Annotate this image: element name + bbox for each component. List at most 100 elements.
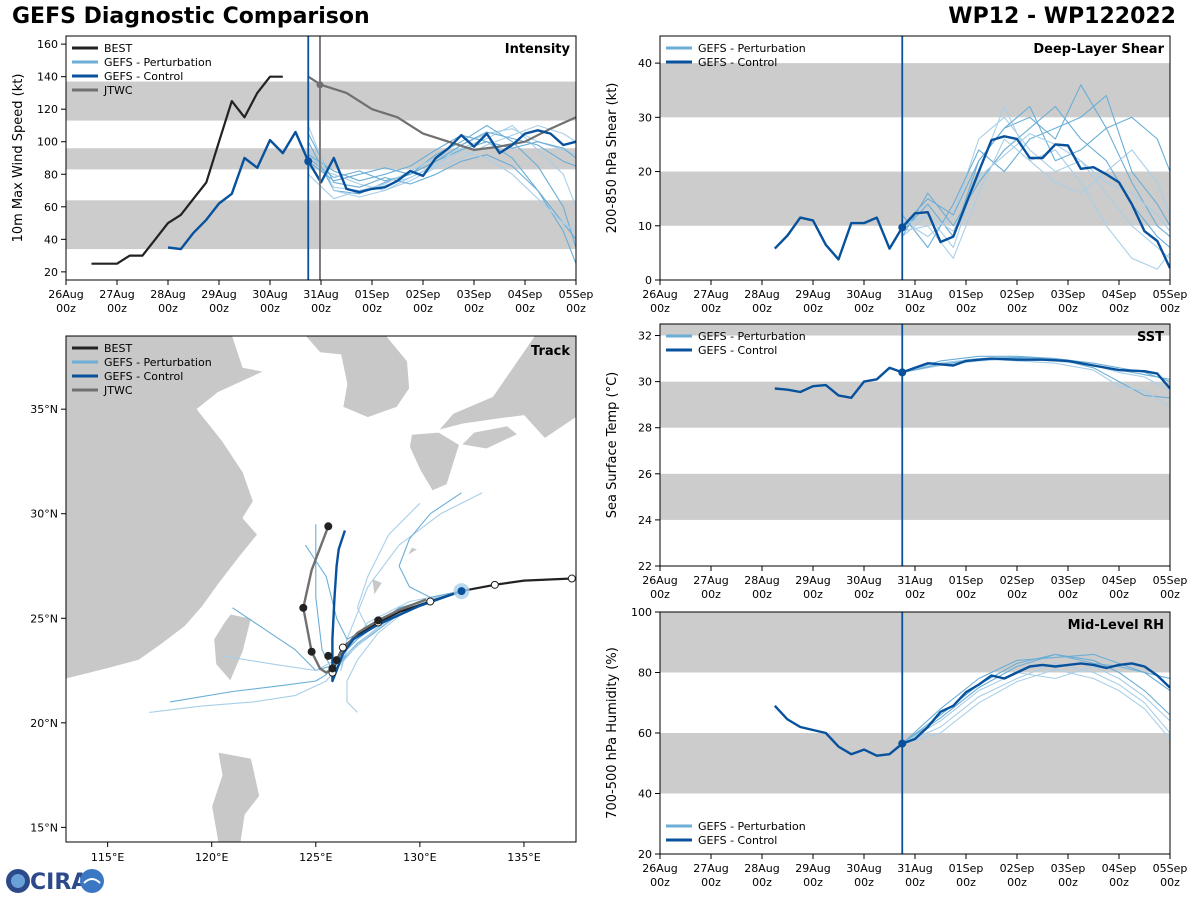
cira-logo: CIRA — [6, 869, 104, 895]
sst-perturbation-line-3 — [902, 358, 1170, 408]
rh-title: Mid-Level RH — [1068, 618, 1164, 633]
sst-x-tick-label: 28Aug — [744, 574, 779, 587]
intensity-x-tick-label: 00z — [209, 302, 229, 315]
track-perturbation-1 — [340, 492, 483, 672]
intensity-x-tick-label: 04Sep — [508, 288, 543, 301]
rh-x-tick-label: 00z — [752, 876, 772, 889]
track-legend-label: JTWC — [103, 384, 133, 397]
shear-perturbation-line-2 — [901, 105, 1170, 248]
track-jtwc-point — [328, 664, 337, 673]
land-mass-8 — [371, 577, 384, 597]
track-perturbation-6 — [398, 492, 462, 598]
sst-y-tick-label: 26 — [638, 468, 652, 481]
sst-y-tick-label: 32 — [638, 330, 652, 343]
sst-x-tick-label: 01Sep — [949, 574, 984, 587]
sst-y-tick-label: 30 — [638, 376, 652, 389]
shear-x-tick-label: 01Sep — [949, 288, 984, 301]
shear-perturbation-line-3 — [902, 105, 1170, 249]
track-jtwc-point — [324, 651, 333, 660]
intensity-y-tick-label: 140 — [37, 71, 58, 84]
shear-perturbation-line-6 — [901, 105, 1170, 227]
intensity-y-axis-label: 10m Max Wind Speed (kt) — [11, 74, 26, 243]
shear-x-tick-label: 28Aug — [744, 288, 779, 301]
intensity-x-tick-label: 28Aug — [150, 288, 185, 301]
rh-x-tick-label: 00z — [854, 876, 874, 889]
sst-y-tick-label: 28 — [638, 422, 652, 435]
intensity-x-tick-label: 29Aug — [201, 288, 236, 301]
shear-x-tick-label: 02Sep — [1000, 288, 1035, 301]
track-jtwc-point — [307, 647, 316, 656]
rh-x-tick-label: 04Sep — [1102, 862, 1137, 875]
land-mass-3 — [409, 431, 460, 492]
intensity-plot-area — [66, 36, 576, 280]
track-perturbation-8 — [304, 544, 462, 640]
intensity-x-tick-label: 00z — [362, 302, 382, 315]
intensity-perturbation-line-8 — [307, 131, 576, 182]
rh-x-tick-label: 02Sep — [1000, 862, 1035, 875]
rh-x-tick-label: 00z — [1007, 876, 1027, 889]
sst-x-tick-label: 00z — [905, 588, 925, 601]
shear-x-tick-label: 00z — [1160, 302, 1180, 315]
track-y-tick-label: 15°N — [30, 821, 58, 834]
intensity-y-tick-label: 20 — [44, 266, 58, 279]
sst-frame — [659, 323, 1171, 567]
rh-y-tick-label: 20 — [638, 848, 652, 861]
intensity-best-line — [91, 75, 283, 265]
sst-band-2 — [660, 324, 1170, 336]
shear-x-tick-label: 00z — [752, 302, 772, 315]
sst-x-tick-label: 00z — [1007, 588, 1027, 601]
cira-logo-inner-icon — [11, 874, 25, 888]
sst-legend-label: GEFS - Control — [698, 344, 777, 357]
intensity-y-tick-label: 80 — [44, 168, 58, 181]
sst-x-tick-label: 00z — [752, 588, 772, 601]
shear-y-axis-label: 200-850 hPa Shear (kt) — [605, 83, 620, 234]
rh-band-1 — [660, 612, 1170, 673]
intensity-legend-label: GEFS - Perturbation — [104, 56, 212, 69]
sst-title: SST — [1137, 330, 1164, 345]
track-x-tick-label: 120°E — [195, 851, 228, 864]
sst-x-tick-label: 26Aug — [642, 574, 677, 587]
shear-y-tick-label: 30 — [638, 111, 652, 124]
sst-x-tick-label: 00z — [1160, 588, 1180, 601]
rh-band-0 — [660, 733, 1170, 794]
figure-title: GEFS Diagnostic Comparison — [12, 4, 370, 29]
rh-x-tick-label: 00z — [1109, 876, 1129, 889]
shear-x-tick-label: 26Aug — [642, 288, 677, 301]
sst-x-tick-label: 29Aug — [795, 574, 830, 587]
track-legend-label: BEST — [104, 342, 132, 355]
intensity-x-tick-label: 00z — [464, 302, 484, 315]
track-x-tick-label: 115°E — [91, 851, 124, 864]
shear-y-tick-label: 10 — [638, 220, 652, 233]
rh-panel: 26Aug00z27Aug00z28Aug00z29Aug00z30Aug00z… — [605, 606, 1187, 889]
track-y-tick-label: 25°N — [30, 612, 58, 625]
track-best-point — [490, 580, 499, 589]
intensity-panel: 26Aug00z27Aug00z28Aug00z29Aug00z30Aug00z… — [11, 35, 593, 315]
intensity-x-tick-label: 26Aug — [48, 288, 83, 301]
shear-x-tick-label: 00z — [854, 302, 874, 315]
sst-x-tick-label: 00z — [956, 588, 976, 601]
track-jtwc-point — [299, 603, 308, 612]
rh-x-tick-label: 00z — [650, 876, 670, 889]
land-mass-7 — [406, 546, 419, 557]
track-perturbation-9 — [222, 590, 462, 672]
track-y-tick-label: 35°N — [30, 403, 58, 416]
rh-y-tick-label: 80 — [638, 667, 652, 680]
intensity-control-line — [167, 129, 576, 251]
shear-legend-label: GEFS - Perturbation — [698, 42, 806, 55]
rh-init-point — [898, 739, 907, 748]
intensity-jtwc-line — [307, 75, 576, 151]
rh-control-line — [773, 662, 1170, 757]
shear-y-tick-label: 20 — [638, 166, 652, 179]
shear-x-tick-label: 00z — [1109, 302, 1129, 315]
cira-logo-text: CIRA — [30, 870, 88, 895]
track-x-tick-label: 130°E — [403, 851, 436, 864]
track-best-point — [338, 643, 347, 652]
shear-band-0 — [660, 171, 1170, 226]
rh-x-tick-label: 00z — [1160, 876, 1180, 889]
sst-x-tick-label: 27Aug — [693, 574, 728, 587]
shear-perturbation-line-5 — [902, 138, 1170, 270]
sst-x-tick-label: 03Sep — [1051, 574, 1086, 587]
rh-legend-label: GEFS - Perturbation — [698, 820, 806, 833]
intensity-x-tick-label: 00z — [158, 302, 178, 315]
intensity-x-tick-label: 27Aug — [99, 288, 134, 301]
